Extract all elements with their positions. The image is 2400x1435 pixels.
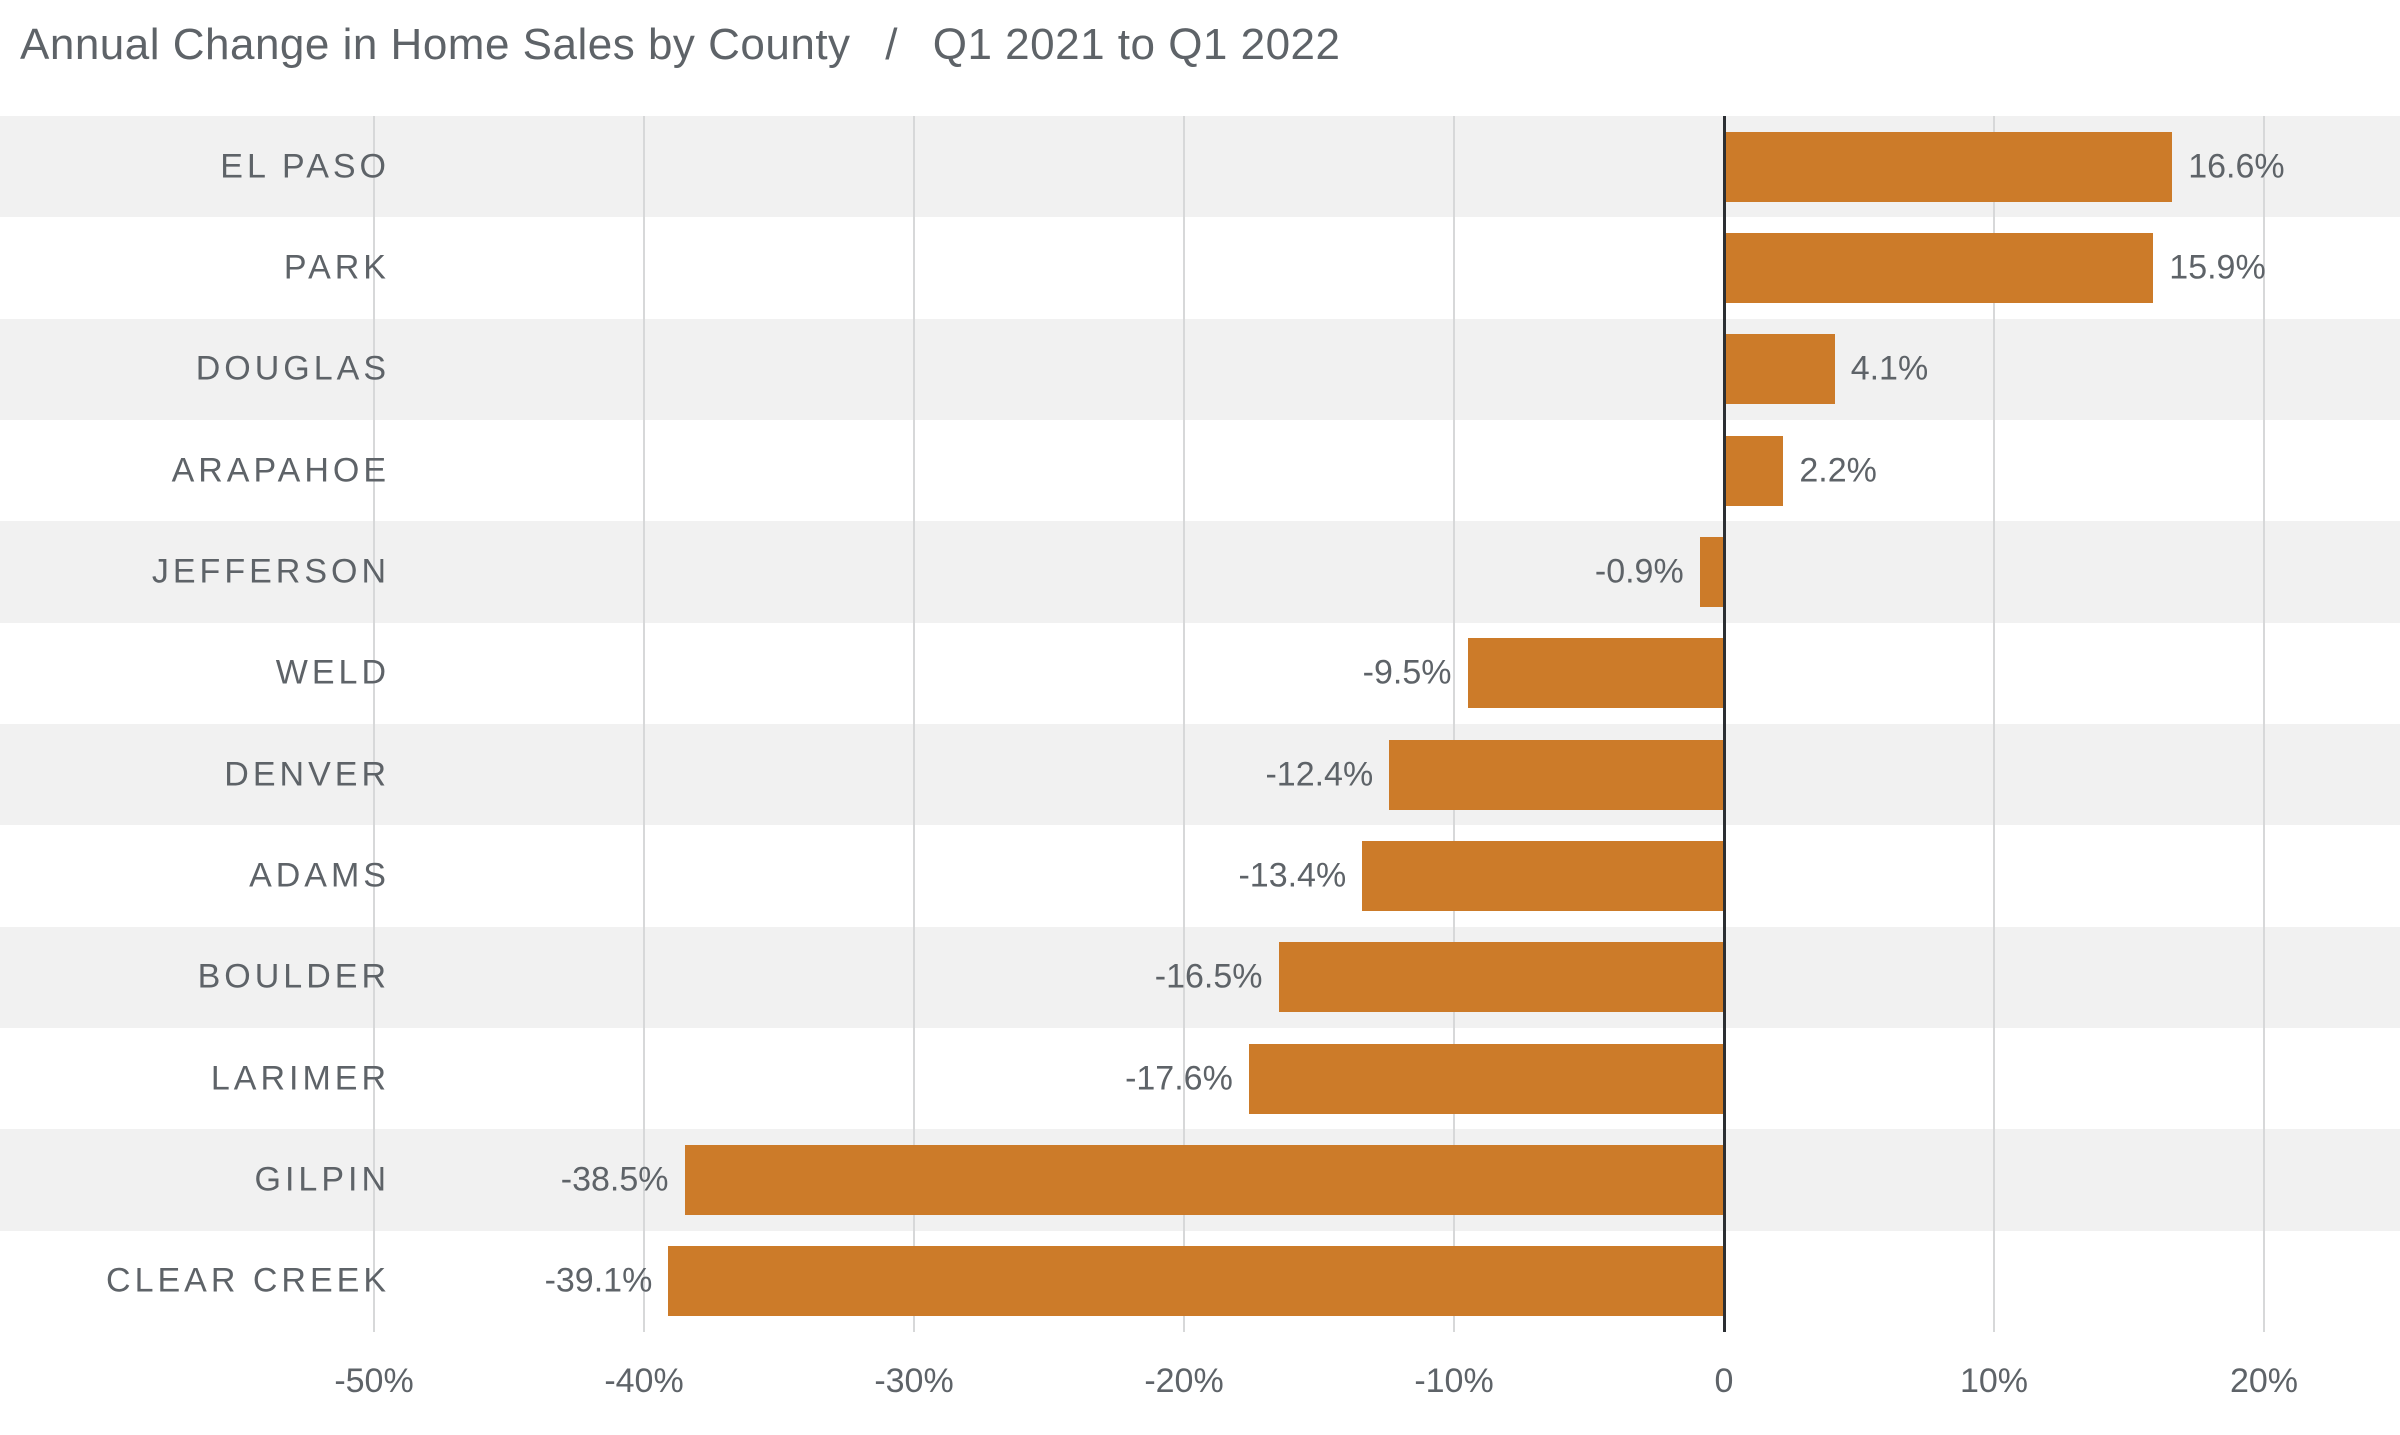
category-label: DENVER xyxy=(0,755,390,794)
chart-title-sub: Q1 2021 to Q1 2022 xyxy=(933,20,1341,69)
x-tick-label: -50% xyxy=(334,1362,413,1401)
bar xyxy=(685,1145,1725,1215)
x-tick-label: 0 xyxy=(1715,1362,1734,1401)
category-label: WELD xyxy=(0,654,390,693)
category-label: BOULDER xyxy=(0,958,390,997)
value-label: -39.1% xyxy=(545,1262,653,1301)
value-label: -38.5% xyxy=(561,1160,669,1199)
gridline xyxy=(373,116,375,1332)
value-label: -0.9% xyxy=(1595,552,1684,591)
bar xyxy=(1724,334,1835,404)
category-label: JEFFERSON xyxy=(0,552,390,591)
bar xyxy=(1249,1044,1724,1114)
chart-title-separator: / xyxy=(885,20,898,69)
gridline xyxy=(643,116,645,1332)
value-label: -17.6% xyxy=(1125,1059,1233,1098)
x-tick-label: 20% xyxy=(2230,1362,2298,1401)
bar xyxy=(1724,132,2172,202)
chart-title-main: Annual Change in Home Sales by County xyxy=(20,20,851,69)
gridline xyxy=(2263,116,2265,1332)
zero-line xyxy=(1723,116,1726,1332)
value-label: 16.6% xyxy=(2188,147,2284,186)
x-tick-label: -10% xyxy=(1414,1362,1493,1401)
category-label: ARAPAHOE xyxy=(0,451,390,490)
bar xyxy=(1279,942,1725,1012)
value-label: -9.5% xyxy=(1363,654,1452,693)
x-tick-label: -40% xyxy=(604,1362,683,1401)
value-label: 2.2% xyxy=(1799,451,1877,490)
bar xyxy=(1362,841,1724,911)
category-label: EL PASO xyxy=(0,147,390,186)
value-label: -13.4% xyxy=(1238,856,1346,895)
value-label: -12.4% xyxy=(1265,755,1373,794)
value-label: -16.5% xyxy=(1155,958,1263,997)
x-tick-label: -20% xyxy=(1144,1362,1223,1401)
plot-area: EL PASO 16.6% PARK 15.9% DOUGLAS 4.1% ARAPAHOE… xyxy=(0,116,2400,1332)
value-label: 15.9% xyxy=(2169,248,2265,287)
category-label: ADAMS xyxy=(0,856,390,895)
chart-container: Annual Change in Home Sales by County / … xyxy=(0,0,2400,1435)
category-label: DOUGLAS xyxy=(0,350,390,389)
value-label: 4.1% xyxy=(1851,350,1929,389)
bar xyxy=(1724,436,1783,506)
x-tick-label: -30% xyxy=(874,1362,953,1401)
category-label: GILPIN xyxy=(0,1160,390,1199)
category-label: CLEAR CREEK xyxy=(0,1262,390,1301)
bar xyxy=(1389,740,1724,810)
chart-title: Annual Change in Home Sales by County / … xyxy=(20,20,1341,70)
bar xyxy=(1468,638,1725,708)
bar xyxy=(1700,537,1724,607)
category-label: LARIMER xyxy=(0,1059,390,1098)
bar xyxy=(1724,233,2153,303)
bar xyxy=(668,1246,1724,1316)
x-tick-label: 10% xyxy=(1960,1362,2028,1401)
category-label: PARK xyxy=(0,248,390,287)
